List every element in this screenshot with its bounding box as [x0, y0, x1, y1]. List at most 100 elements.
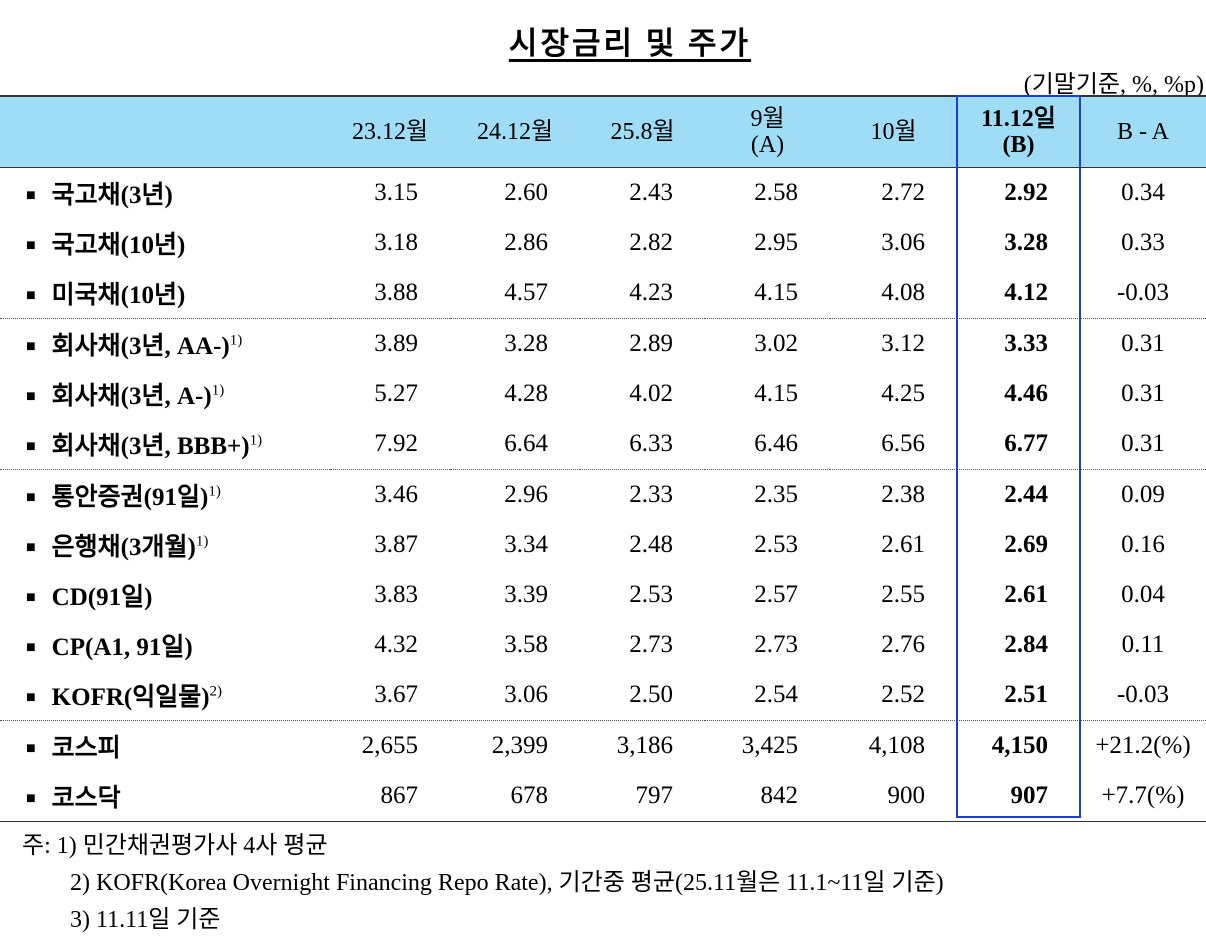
row-label: ■ 국고채(10년): [0, 218, 330, 268]
label-text: 코스피: [51, 735, 121, 762]
value-cell: 4.15: [754, 279, 798, 306]
header-cell: [0, 95, 330, 168]
diff-cell: 0.31: [1121, 380, 1165, 407]
bullet: ■: [26, 589, 36, 606]
header-text: 24.12월: [476, 119, 554, 145]
note-line: 주: 1) 민간채권평가사 4사 평균: [22, 828, 944, 865]
row-label: ■ 미국채(10년): [0, 268, 330, 319]
footnote-ref: 1): [249, 432, 263, 449]
footnote-ref: 1): [208, 483, 221, 500]
note-text: 3) 11.11일 기준: [70, 907, 221, 933]
note-text: 1) 민간채권평가사 4사 평균: [56, 833, 328, 859]
value-cell: 4.08: [881, 279, 925, 306]
value-cell: 2.89: [580, 318, 705, 369]
title: 시장금리 및 주가: [0, 18, 1206, 63]
value-cell: 3.83: [374, 581, 418, 608]
title-text: 시장금리 및 주가: [508, 26, 752, 61]
value-cell: 2.76: [881, 631, 925, 658]
table-row: ■ 회사채(3년, AA-)1) 3.89 3.28 2.89 3.02 3.12 3.33 0…: [0, 318, 1206, 369]
value-cell: 4.32: [374, 631, 418, 658]
value-cell: 6.64: [504, 430, 548, 457]
header-cell: 9월 (A): [705, 95, 830, 168]
value-cell: 6.46: [754, 430, 798, 457]
table-row: ■ CD(91일) 3.83 3.39 2.53 2.57 2.55 2.61 0.04: [0, 570, 1206, 620]
table-row: ■ 은행채(3개월)1) 3.87 3.34 2.48 2.53 2.61 2.69 0.16: [0, 520, 1206, 570]
table-row: ■ 회사채(3년, BBB+)1) 7.92 6.64 6.33 6.46 6.56 6.77…: [0, 419, 1206, 470]
label-text: KOFR(익일물): [51, 684, 210, 711]
value-cell: 3.12: [830, 318, 957, 369]
header-cell: 11.12일 (B): [957, 95, 1080, 168]
table-row: ■ 국고채(10년) 3.18 2.86 2.82 2.95 3.06 3.28 0.33: [0, 218, 1206, 268]
label-text: 코스닥: [51, 785, 121, 812]
row-label: ■ 코스닥: [0, 771, 330, 822]
value-cell: 3.87: [374, 531, 418, 558]
value-cell: 2.92: [1004, 179, 1048, 206]
diff-cell: -0.03: [1116, 279, 1170, 306]
bullet: ■: [26, 438, 36, 455]
value-cell: 3.15: [374, 179, 418, 206]
value-cell: 6.33: [629, 430, 673, 457]
note-prefix: 주:: [22, 833, 51, 859]
value-cell: 2.44: [957, 469, 1080, 520]
header-text: B - A: [1116, 119, 1169, 145]
bullet: ■: [26, 489, 36, 506]
value-cell: 4,108: [830, 720, 957, 771]
value-cell: 3.58: [504, 631, 548, 658]
bullet: ■: [26, 639, 36, 656]
diff-cell: 0.31: [1080, 318, 1206, 369]
diff-cell: +7.7(%): [1080, 771, 1206, 822]
bullet: ■: [26, 338, 36, 355]
footnote-ref: 1): [229, 332, 243, 349]
footnote-ref: 2): [209, 683, 223, 700]
value-cell: 2.61: [1004, 581, 1048, 608]
value-cell: 4.28: [504, 380, 548, 407]
row-label: ■ 회사채(3년, AA-)1): [0, 318, 330, 369]
value-cell: 3,425: [705, 720, 830, 771]
table-row: ■ CP(A1, 91일) 4.32 3.58 2.73 2.73 2.76 2.84 0.11: [0, 620, 1206, 670]
value-cell: 2,655: [330, 720, 450, 771]
header-cell: 10월: [830, 95, 957, 168]
value-cell: 3.67: [374, 681, 418, 708]
note-line: 3) 11.11일 기준: [22, 902, 944, 939]
unit-note: (기말기준, %, %p): [1023, 72, 1204, 98]
value-cell: 4.46: [1004, 380, 1048, 407]
value-cell: 5.27: [374, 380, 418, 407]
table-row: ■ 미국채(10년) 3.88 4.57 4.23 4.15 4.08 4.12 -0.03: [0, 268, 1206, 319]
header-text: 23.12월: [351, 119, 429, 145]
value-cell: 2.57: [754, 581, 798, 608]
value-cell: 3.33: [957, 318, 1080, 369]
value-cell: 867: [330, 771, 450, 822]
bullet: ■: [26, 740, 36, 757]
value-cell: 2.82: [629, 229, 673, 256]
note-text: 2) KOFR(Korea Overnight Financing Repo R…: [70, 870, 944, 896]
table-row: ■ 통안증권(91일)1) 3.46 2.96 2.33 2.35 2.38 2.44 0.09: [0, 469, 1206, 520]
header-text: 9월: [750, 106, 785, 132]
value-cell: 2.50: [629, 681, 673, 708]
value-cell: 2.51: [1004, 681, 1048, 708]
value-cell: 2.48: [629, 531, 673, 558]
value-cell: 2.54: [754, 681, 798, 708]
bullet: ■: [26, 539, 36, 556]
footnote-ref: 1): [211, 382, 225, 399]
label-text: CD(91일): [51, 584, 153, 611]
bullet: ■: [26, 790, 36, 807]
footnote-ref: 1): [195, 533, 209, 550]
table-body: ■ 국고채(3년) 3.15 2.60 2.43 2.58 2.72 2.92 0.34 ■ 국고채…: [0, 168, 1206, 822]
row-label: ■ 은행채(3개월)1): [0, 520, 330, 570]
row-label: ■ 통안증권(91일)1): [0, 469, 330, 520]
value-cell: 2.61: [881, 531, 925, 558]
value-cell: 900: [830, 771, 957, 822]
value-cell: 3.28: [450, 318, 580, 369]
bullet: ■: [26, 237, 36, 254]
header-text: (A): [750, 132, 785, 158]
header-text: 10월: [870, 119, 917, 145]
value-cell: 2.38: [830, 469, 957, 520]
diff-cell: 0.33: [1121, 229, 1165, 256]
value-cell: 3.89: [330, 318, 450, 369]
diff-cell: -0.03: [1116, 681, 1170, 708]
header-text: 11.12일: [981, 106, 1056, 132]
diff-cell: 0.16: [1121, 531, 1165, 558]
rate-table: 23.12월 24.12월 25.8월 9월 (A) 10월 11.12일 (B) B - A …: [0, 95, 1206, 822]
bullet: ■: [26, 187, 36, 204]
diff-cell: 0.34: [1121, 179, 1165, 206]
